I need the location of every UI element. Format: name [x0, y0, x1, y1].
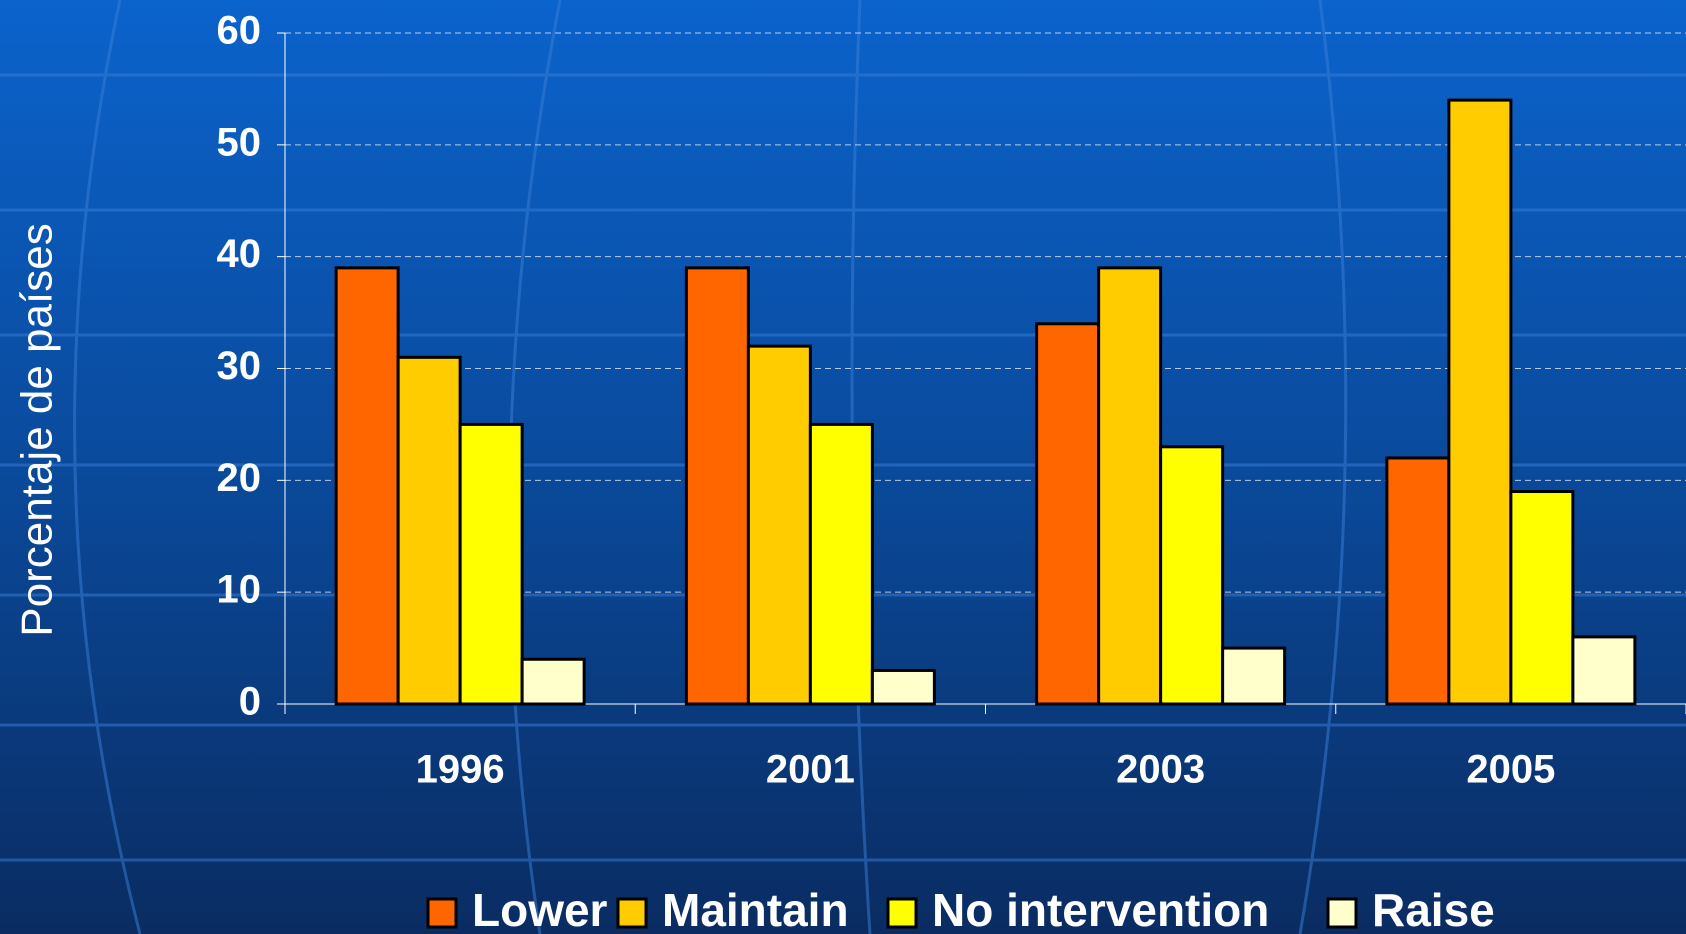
bar: [1035, 322, 1101, 706]
legend-label: Raise: [1372, 884, 1495, 934]
x-tick-label: 2003: [1116, 748, 1205, 792]
y-tick-label: 0: [239, 680, 261, 724]
bar: [1097, 266, 1163, 706]
legend-label: Maintain: [662, 884, 849, 934]
bar: [458, 422, 524, 706]
x-tick-label: 2001: [766, 748, 855, 792]
legend-swatch: [1326, 897, 1358, 929]
legend-swatch: [886, 897, 918, 929]
bar: [1447, 98, 1513, 706]
legend-swatch: [616, 897, 648, 929]
y-tick-label: 50: [217, 120, 262, 164]
bar: [1509, 490, 1575, 706]
x-tick-label: 1996: [416, 748, 505, 792]
y-tick-label: 40: [217, 232, 262, 276]
legend-swatch: [426, 897, 458, 929]
legend-label: No intervention: [932, 884, 1269, 934]
bar: [808, 422, 874, 706]
bar: [1159, 445, 1225, 706]
bar: [1385, 456, 1451, 706]
bar: [520, 657, 586, 706]
bar: [870, 668, 936, 706]
bar: [396, 355, 462, 706]
bar: [1571, 635, 1637, 706]
y-axis-label: Porcentaje de países: [13, 223, 62, 636]
bar: [684, 266, 750, 706]
bar: [746, 344, 812, 706]
x-tick-label: 2005: [1466, 748, 1555, 792]
y-tick-label: 60: [217, 9, 262, 53]
y-tick-label: 30: [217, 344, 262, 388]
y-tick-label: 10: [217, 568, 262, 612]
bar: [1221, 646, 1287, 706]
bar: [334, 266, 400, 706]
y-tick-label: 20: [217, 456, 262, 500]
legend-label: Lower: [472, 884, 608, 934]
